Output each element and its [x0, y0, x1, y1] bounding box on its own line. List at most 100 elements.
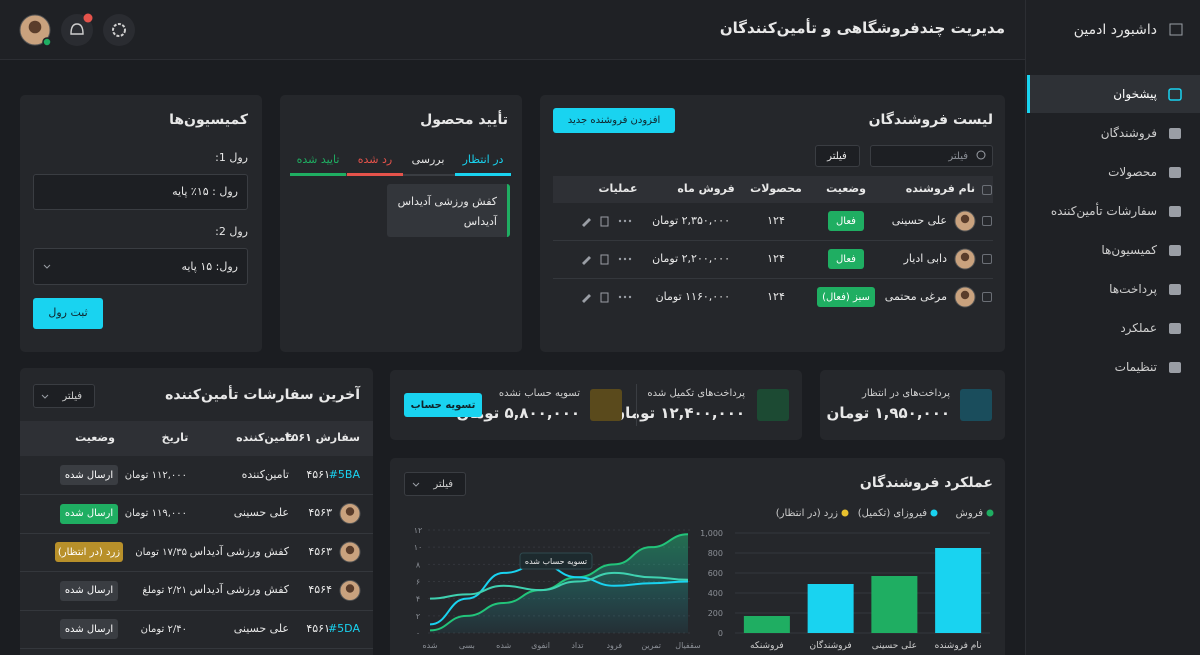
products: ۱۲۴: [767, 289, 785, 303]
status-badge: [55, 542, 123, 562]
amount: ۱۷/۳۵ تومان: [135, 546, 187, 558]
column-header: محصولات: [750, 181, 802, 195]
legend-label: فیروزای (تکمیل): [857, 507, 927, 519]
status-label: فعال: [836, 215, 856, 227]
table-header: [553, 176, 993, 203]
order-id: ۴۵۶۳: [308, 544, 332, 558]
table-header: [20, 421, 373, 456]
supplier: علی حسینی: [233, 621, 289, 635]
rule-select[interactable]: [33, 248, 248, 285]
top-bar: [0, 0, 1025, 60]
button-label[interactable]: فیلتر: [827, 150, 847, 162]
menu-item[interactable]: کمیسیون‌ها: [1101, 243, 1157, 257]
supplier: علی حسینی: [233, 506, 289, 520]
tab-indicator: [455, 173, 511, 176]
panel-title: لیست فروشندگان: [868, 111, 993, 128]
checkbox[interactable]: [982, 185, 992, 195]
menu-item[interactable]: پرداخت‌ها: [1109, 282, 1157, 296]
column-header: تاریخ: [161, 430, 189, 444]
filter-button[interactable]: [815, 145, 860, 167]
row-divider: [20, 532, 373, 534]
field-label: رول 2:: [215, 224, 248, 238]
stat-label: پرداخت‌های در انتظار: [862, 387, 950, 399]
column-header: نام فروشنده: [905, 181, 975, 195]
tab[interactable]: تایید شده: [296, 152, 340, 166]
vendor-name: علی حسینی: [891, 213, 947, 227]
stat-label: پرداخت‌های تکمیل شده: [647, 387, 745, 399]
order-id: ۴۵۶۴: [308, 583, 332, 597]
settle-button[interactable]: [404, 393, 482, 417]
checkbox[interactable]: [982, 292, 992, 302]
stat-value: ۱,۹۵۰,۰۰۰ تومان: [826, 403, 950, 422]
status-label: سبز (فعال): [822, 291, 870, 303]
rule-input-value: رول : ۱۵٪ پایه: [172, 184, 238, 198]
filter-label: فیلتر: [62, 390, 82, 402]
row-divider: [20, 648, 373, 649]
status-label: فعال: [836, 253, 856, 265]
checkbox[interactable]: [982, 254, 992, 264]
vendor-name: دابی ادیار: [903, 251, 947, 265]
column-header: عملیات: [598, 181, 638, 195]
supplier: تامین‌کننده: [241, 467, 289, 481]
amount: ۱۱۹,۰۰۰ تومان: [124, 508, 187, 519]
page-title: مدیریت چندفروشگاهی و تأمین‌کنندگان: [719, 18, 1005, 37]
search-placeholder: فیلتر: [948, 150, 968, 162]
column-header: تامین‌کننده: [236, 430, 294, 444]
panel-title: عملکرد فروشندگان: [859, 474, 993, 491]
status-label: ارسال شده: [64, 508, 114, 519]
monthly-sales: ۲,۳۵۰,۰۰۰ تومان: [652, 213, 730, 227]
order-id: ۴۵۶۱: [306, 621, 330, 635]
menu-item[interactable]: فروشندگان: [1100, 126, 1157, 140]
menu-item[interactable]: تنظیمات: [1114, 360, 1157, 374]
tab[interactable]: بررسی: [411, 152, 445, 166]
supplier: کفش ورزشی آدیداس: [189, 544, 289, 558]
field-label: رول 1:: [215, 150, 248, 164]
order-id: ۴۵۶۱: [306, 467, 330, 481]
search-box[interactable]: [870, 145, 993, 167]
menu-item[interactable]: سفارشات تأمین‌کننده: [1050, 204, 1157, 218]
monthly-sales: ۲,۲۰۰,۰۰۰ تومان: [652, 251, 730, 265]
status-label: ارسال شده: [64, 585, 114, 596]
column-header: وضعیت: [75, 430, 115, 444]
status-badge: [60, 503, 118, 524]
rule-select-value: رول: ۱۵ پایه: [181, 259, 238, 273]
column-header: وضعیت: [826, 181, 866, 195]
menu-item[interactable]: عملکرد: [1120, 321, 1157, 335]
status-label: ارسال شده: [64, 623, 114, 635]
legend-label: زرد (در انتظار): [775, 507, 838, 519]
stat-label: تسویه حساب نشده: [498, 387, 580, 399]
status-label: زرد (در انتظار): [57, 546, 121, 558]
tab-indicator: [347, 173, 403, 176]
menu-item[interactable]: محصولات: [1108, 165, 1157, 179]
filter-label: فیلتر: [433, 478, 453, 490]
tab[interactable]: رد شده: [357, 152, 393, 166]
panel-title: آخرین سفارشات تأمین‌کننده: [165, 386, 360, 403]
order-id: ۴۵۶۳: [308, 506, 332, 520]
amount: ۲/۴۰ تومان: [140, 623, 187, 635]
panel-title: تأیید محصول: [420, 111, 508, 128]
column-header: سفارش ۴۵۶۱: [284, 430, 360, 444]
tab[interactable]: در انتظار: [462, 152, 504, 166]
status-badge: [828, 249, 864, 269]
column-header: فروش ماه: [677, 181, 735, 195]
amount: ۲/۲۱ توملغ: [142, 585, 187, 596]
add-vendor-button[interactable]: [553, 108, 675, 133]
product-card: [387, 184, 510, 237]
order-code: #5DA: [327, 621, 360, 635]
row-divider: [20, 609, 373, 611]
panel: [540, 95, 1005, 352]
panel-title: کمیسیون‌ها: [169, 111, 248, 128]
rule-input[interactable]: [33, 174, 248, 210]
submit-button[interactable]: [33, 298, 103, 329]
checkbox[interactable]: [982, 216, 992, 226]
tab-indicator: [290, 173, 346, 176]
legend-label: فروش: [955, 507, 983, 519]
button-label[interactable]: افزودن فروشنده جدید: [567, 114, 661, 126]
button-label[interactable]: ثبت رول: [48, 305, 88, 319]
order-code: #5BA: [328, 467, 360, 481]
button-label[interactable]: تسویه حساب: [410, 399, 476, 411]
menu-item[interactable]: پیشخوان: [1113, 87, 1157, 101]
row-divider: [553, 240, 993, 241]
status-badge: [817, 287, 875, 307]
